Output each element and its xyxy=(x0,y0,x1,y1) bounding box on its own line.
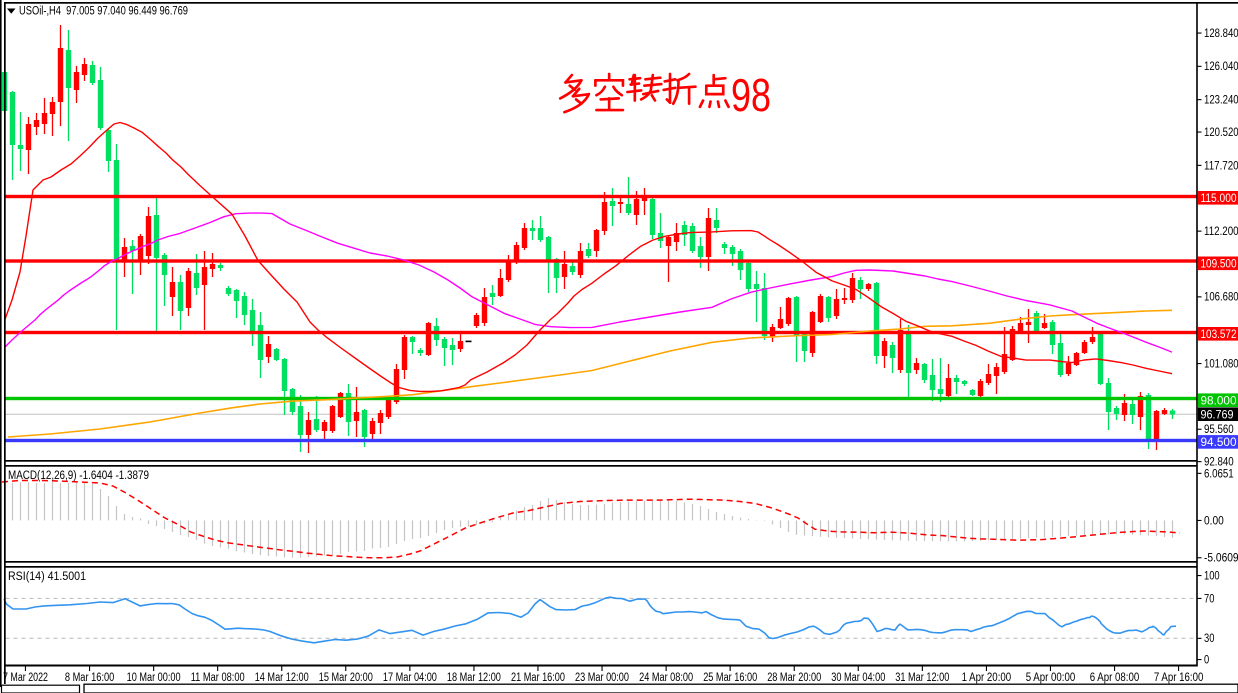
svg-text:11 Mar 08:00: 11 Mar 08:00 xyxy=(191,672,245,684)
svg-text:123.240: 123.240 xyxy=(1204,95,1238,107)
svg-text:15 Mar 20:00: 15 Mar 20:00 xyxy=(319,672,373,684)
svg-text:30: 30 xyxy=(1204,633,1214,645)
svg-text:5 Apr 00:00: 5 Apr 00:00 xyxy=(1026,672,1076,684)
svg-text:128.840: 128.840 xyxy=(1204,28,1238,40)
svg-text:8 Mar 16:00: 8 Mar 16:00 xyxy=(65,672,115,684)
svg-text:103.572: 103.572 xyxy=(1201,329,1237,341)
svg-text:31 Mar 12:00: 31 Mar 12:00 xyxy=(895,672,949,684)
svg-text:RSI(14) 41.5001: RSI(14) 41.5001 xyxy=(8,571,86,583)
svg-text:6.0651: 6.0651 xyxy=(1204,468,1234,480)
svg-text:0: 0 xyxy=(1204,654,1209,666)
svg-text:0.00: 0.00 xyxy=(1204,515,1224,527)
svg-text:-5.0609: -5.0609 xyxy=(1204,553,1238,565)
svg-text:28 Mar 20:00: 28 Mar 20:00 xyxy=(767,672,821,684)
svg-text:23 Mar 00:00: 23 Mar 00:00 xyxy=(575,672,629,684)
svg-text:126.040: 126.040 xyxy=(1204,61,1238,73)
svg-text:1 Apr 20:00: 1 Apr 20:00 xyxy=(962,672,1012,684)
svg-text:120.520: 120.520 xyxy=(1204,127,1238,139)
svg-text:98.000: 98.000 xyxy=(1201,395,1237,407)
svg-text:21 Mar 16:00: 21 Mar 16:00 xyxy=(511,672,565,684)
svg-text:115.000: 115.000 xyxy=(1201,193,1237,205)
svg-text:70: 70 xyxy=(1204,593,1214,605)
svg-text:10 Mar 00:00: 10 Mar 00:00 xyxy=(127,672,181,684)
svg-text:109.500: 109.500 xyxy=(1201,258,1237,270)
svg-text:USOil-,H4 97.005 97.040 96.44: USOil-,H4 97.005 97.040 96.449 96.769 xyxy=(19,6,188,18)
svg-text:98: 98 xyxy=(731,69,771,121)
svg-text:106.680: 106.680 xyxy=(1204,292,1238,304)
svg-text:MACD(12,26,9) -1.6404 -1.3879: MACD(12,26,9) -1.6404 -1.3879 xyxy=(8,470,149,482)
svg-text:95.560: 95.560 xyxy=(1204,424,1234,436)
svg-text:30 Mar 04:00: 30 Mar 04:00 xyxy=(831,672,885,684)
svg-text:7 Apr 16:00: 7 Apr 16:00 xyxy=(1154,672,1204,684)
svg-text:94.500: 94.500 xyxy=(1201,437,1237,449)
svg-text:100: 100 xyxy=(1204,570,1220,582)
svg-text:117.720: 117.720 xyxy=(1204,160,1238,172)
svg-text:96.769: 96.769 xyxy=(1201,409,1234,421)
svg-text:18 Mar 12:00: 18 Mar 12:00 xyxy=(447,672,501,684)
svg-text:24 Mar 08:00: 24 Mar 08:00 xyxy=(639,672,693,684)
svg-text:101.080: 101.080 xyxy=(1204,358,1238,370)
svg-text:25 Mar 16:00: 25 Mar 16:00 xyxy=(703,672,757,684)
svg-text:6 Apr 08:00: 6 Apr 08:00 xyxy=(1090,672,1140,684)
svg-text:17 Mar 04:00: 17 Mar 04:00 xyxy=(383,672,437,684)
svg-text:92.840: 92.840 xyxy=(1204,457,1234,469)
svg-text:7 Mar 2022: 7 Mar 2022 xyxy=(3,672,48,684)
svg-text:112.200: 112.200 xyxy=(1204,226,1238,238)
svg-text:14 Mar 12:00: 14 Mar 12:00 xyxy=(255,672,309,684)
